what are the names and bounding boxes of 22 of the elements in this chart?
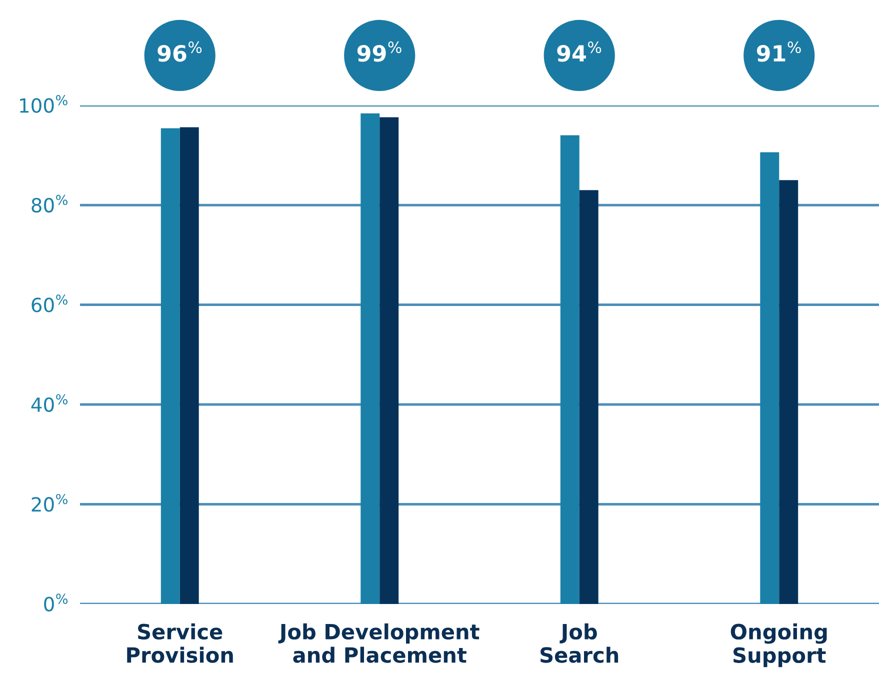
bar [560, 135, 580, 604]
y-tick-label: 0$^{%}$ [44, 594, 68, 612]
y-tick-label: 80$^{%}$ [32, 194, 68, 213]
bar [160, 128, 180, 604]
bar [579, 190, 598, 604]
bar [380, 117, 399, 604]
x-tick-label: Service Provision [127, 623, 233, 663]
text: 94$^{%}$ [557, 41, 602, 62]
bar [760, 152, 780, 604]
bar [779, 180, 798, 604]
y-tick-label: 40$^{%}$ [31, 394, 68, 412]
x-tick-label: Ongoing Support [730, 623, 827, 668]
bar [360, 113, 380, 604]
text: 91$^{%}$ [756, 41, 801, 62]
y-tick-label: 60$^{%}$ [32, 294, 68, 312]
x-tick-label: Job Development and Placement [278, 623, 480, 663]
y-tick-label: 20$^{%}$ [32, 494, 68, 512]
text: 99$^{%}$ [357, 41, 402, 62]
bar [180, 127, 199, 604]
x-tick-label: Job Search [540, 623, 618, 663]
text: 96$^{%}$ [158, 41, 202, 62]
y-tick-label: 100$^{%}$ [20, 95, 68, 113]
